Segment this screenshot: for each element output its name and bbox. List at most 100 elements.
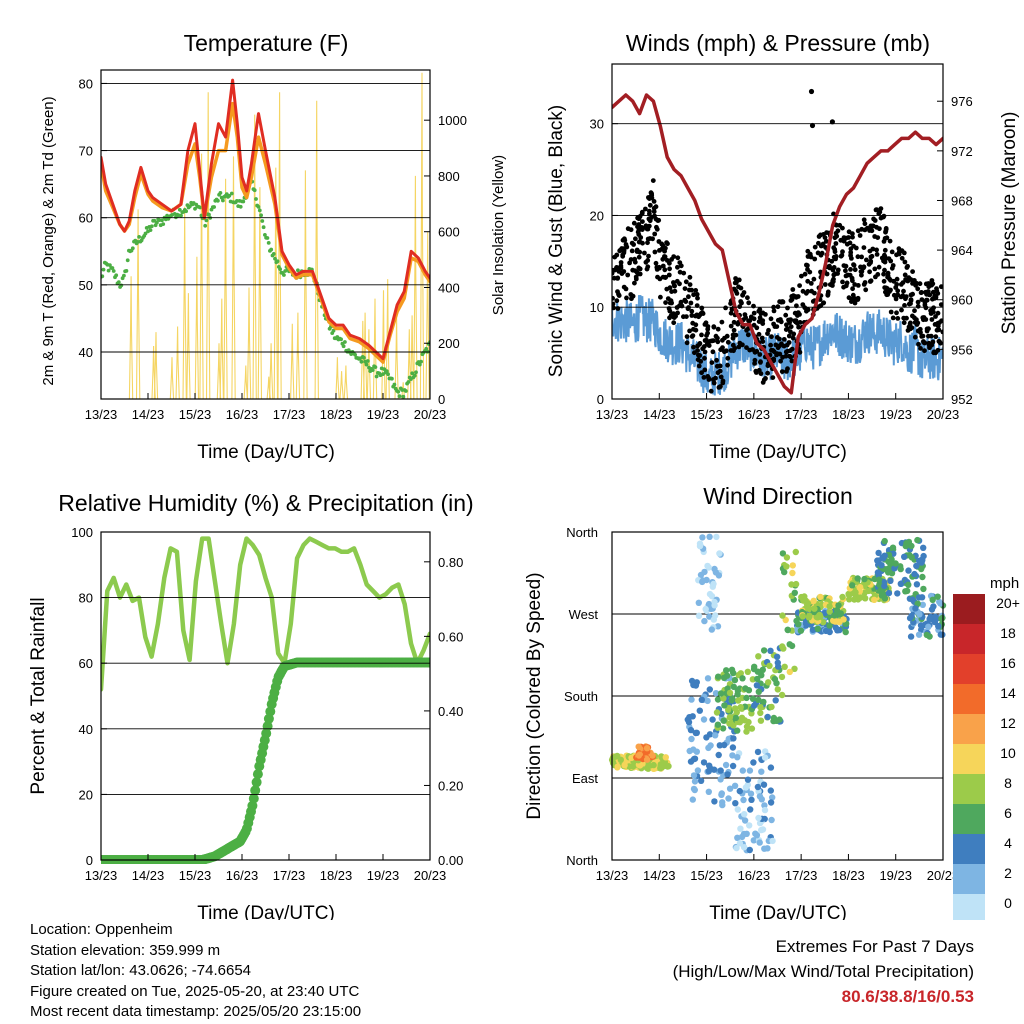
direction-point	[901, 553, 908, 560]
direction-point	[916, 611, 923, 618]
gust-point	[918, 346, 923, 351]
solar-insolation-spike	[268, 343, 274, 399]
dewpoint-point	[384, 369, 389, 374]
gust-point	[715, 370, 721, 376]
gust-point	[660, 263, 666, 269]
gust-point	[914, 322, 920, 327]
direction-point	[783, 554, 791, 561]
direction-point	[730, 735, 737, 742]
dewpoint-point	[404, 389, 408, 393]
gust-point	[843, 283, 849, 289]
direction-point	[741, 811, 748, 818]
dewpoint-point	[390, 376, 394, 381]
humidity-xtick-label: 16/23	[226, 868, 259, 883]
winds-y2tick-label: 952	[951, 392, 973, 407]
direction-point	[757, 704, 764, 711]
direction-point	[817, 593, 824, 601]
gust-point	[938, 302, 943, 307]
solar-insolation-spike	[277, 92, 282, 399]
gust-point	[867, 279, 873, 284]
dewpoint-point	[370, 368, 375, 372]
gust-point	[785, 326, 790, 332]
gust-point	[677, 281, 682, 287]
gust-point	[777, 299, 782, 305]
gust-point	[915, 299, 921, 305]
legend-swatch	[953, 864, 985, 894]
direction-point	[912, 605, 919, 612]
direction-point	[760, 647, 768, 654]
direction-point	[609, 755, 617, 762]
direction-point	[918, 565, 925, 573]
dewpoint-point	[193, 206, 197, 211]
gust-point	[751, 316, 757, 322]
direction-point	[918, 556, 925, 564]
direction-point	[814, 625, 821, 632]
dewpoint-point	[160, 218, 164, 223]
gust-point	[785, 366, 790, 372]
gust-point	[928, 311, 934, 316]
gust-point	[926, 282, 931, 287]
gust-point	[922, 348, 927, 354]
direction-point	[721, 741, 728, 749]
gust-point	[714, 357, 719, 363]
direction-point	[705, 564, 712, 571]
humidity-xtick-label: 19/23	[367, 868, 400, 883]
gust-point	[734, 291, 740, 296]
direction-point	[795, 621, 802, 628]
direction-point	[732, 714, 740, 722]
temperature-xtick-label: 13/23	[85, 407, 118, 422]
gust-point	[652, 231, 658, 237]
gust-point	[663, 300, 668, 305]
gust-point	[875, 272, 881, 277]
humidity-xtick-label: 13/23	[85, 868, 118, 883]
direction-point	[744, 781, 751, 789]
legend-title: mph	[990, 575, 1019, 592]
direction-xtick-label: 19/23	[879, 868, 912, 883]
direction-point	[701, 617, 708, 625]
direction-point	[920, 585, 927, 593]
direction-point	[791, 665, 798, 672]
gust-point	[705, 374, 711, 379]
direction-point	[614, 763, 621, 770]
gust-point	[646, 216, 652, 222]
temperature-ylabel-left: 2m & 9m T (Red, Orange) & 2m Td (Green)	[40, 96, 57, 385]
gust-point	[808, 281, 814, 286]
winds-y2tick-label: 972	[951, 144, 973, 159]
dewpoint-point	[114, 273, 119, 278]
gust-point	[693, 288, 699, 293]
dewpoint-point	[353, 352, 357, 357]
gust-point	[871, 216, 876, 222]
gust-point	[832, 247, 838, 252]
gust-point	[654, 224, 659, 230]
direction-point	[688, 677, 696, 685]
direction-point	[708, 626, 715, 633]
gust-point	[921, 340, 927, 345]
direction-point	[665, 763, 672, 770]
direction-point	[687, 726, 695, 734]
humidity-xtick-label: 18/23	[320, 868, 353, 883]
gust-point	[761, 377, 767, 383]
gust-point	[912, 308, 917, 314]
dewpoint-point	[254, 197, 258, 201]
direction-point	[730, 669, 737, 677]
gust-point	[745, 332, 751, 338]
dewpoint-point	[269, 247, 274, 252]
gust-point	[805, 307, 811, 313]
gust-point	[656, 239, 662, 244]
dewpoint-point	[406, 380, 411, 384]
direction-point	[695, 599, 702, 606]
dewpoint-point	[203, 223, 208, 228]
humidity-ytick-label: 0	[86, 853, 93, 868]
temperature-series	[101, 72, 430, 399]
dewpoint-point	[282, 273, 286, 277]
direction-point	[778, 691, 786, 699]
direction-point	[806, 612, 813, 619]
direction-point	[810, 597, 817, 604]
direction-point	[706, 686, 713, 693]
direction-point	[710, 580, 717, 588]
gust-point	[878, 206, 884, 212]
gust-point	[898, 282, 904, 287]
direction-point	[746, 767, 754, 774]
direction-xtick-label: 18/23	[832, 868, 865, 883]
